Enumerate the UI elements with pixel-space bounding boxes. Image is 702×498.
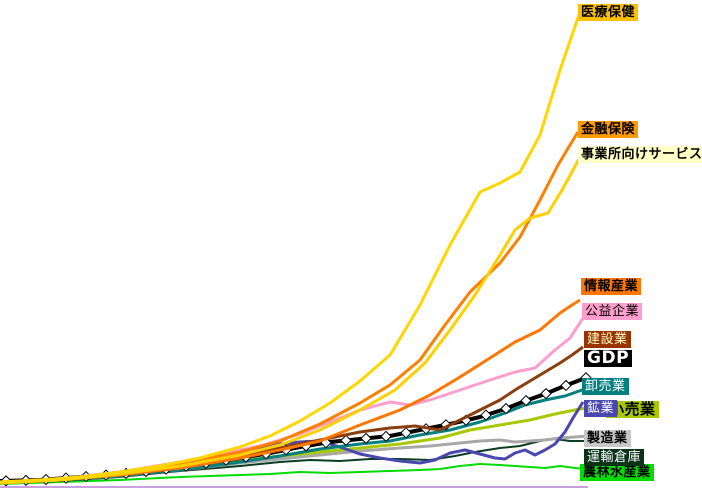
series-label-mining: 鉱業 [584,400,618,417]
series-label-transport: 運輸倉庫 [584,449,645,466]
series-label-information: 情報産業 [581,278,642,295]
series-line-agriculture [0,463,586,485]
series-line-healthcare [0,11,582,484]
series-line-finance [0,131,580,484]
series-label-agriculture: 農林水産業 [580,464,654,481]
series-line-business-services [0,156,582,485]
series-label-business-services: 事業所向けサービス [578,146,702,163]
series-label-healthcare: 医療保健 [578,4,639,21]
series-label-manufacturing: 製造業 [584,430,631,447]
series-label-gdp: GDP [584,350,633,367]
series-label-construction: 建設業 [584,331,631,348]
series-label-retail: 小売業 [606,401,659,418]
series-line-information [0,298,581,485]
series-label-finance: 金融保険 [578,121,639,138]
series-label-wholesale: 卸売業 [582,378,629,395]
gdp-diamond-markers [0,372,592,487]
series-label-utilities: 公益企業 [582,303,643,320]
